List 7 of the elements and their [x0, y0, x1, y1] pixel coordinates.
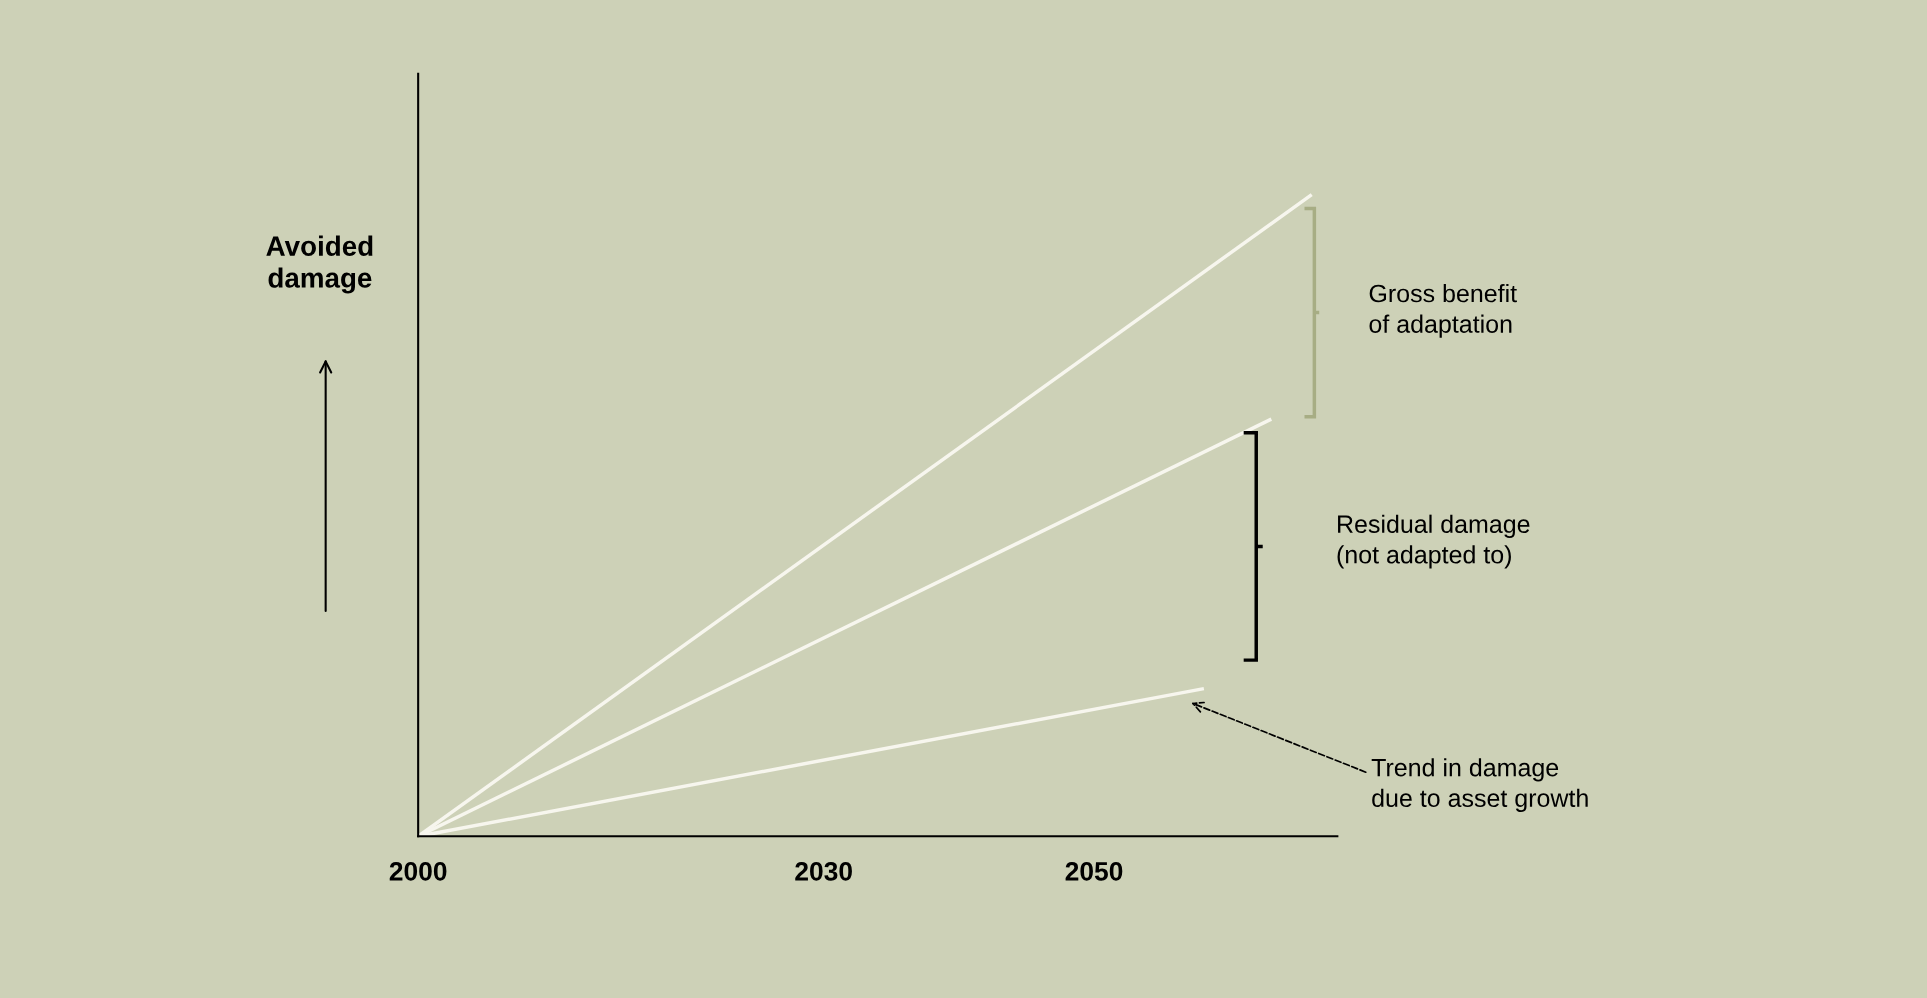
x-tick-label: 2030 [795, 862, 852, 881]
text: Gross benefit of adaptation [1369, 284, 1517, 338]
text: Trend in damage due to asset growth [1371, 758, 1588, 812]
text: Residual damage (not adapted to) [1337, 514, 1530, 569]
y-axis-title: Avoided damage [266, 235, 373, 294]
x-tick-label: 2050 [1065, 862, 1123, 881]
x-tick-label: 2000 [389, 862, 447, 881]
